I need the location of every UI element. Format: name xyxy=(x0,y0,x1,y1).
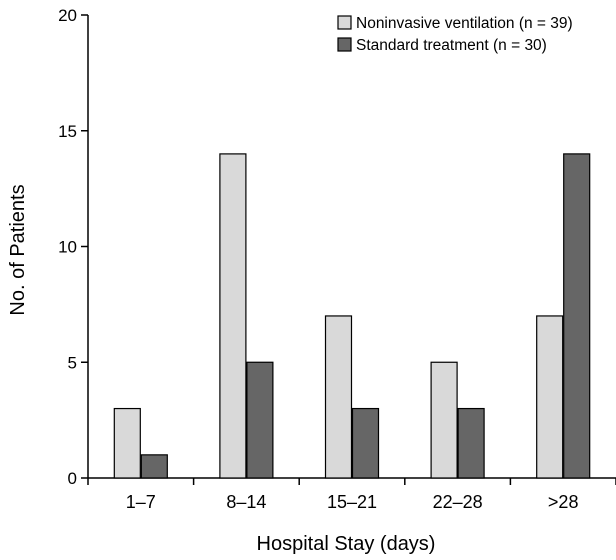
x-tick-label: >28 xyxy=(548,492,579,512)
bar-standard-1 xyxy=(246,361,274,479)
x-tick-label: 15–21 xyxy=(327,492,377,512)
y-tick-label: 15 xyxy=(58,122,77,141)
x-tick-label: 1–7 xyxy=(126,492,156,512)
bar-noninvasive-3 xyxy=(430,361,458,479)
x-axis-title: Hospital Stay (days) xyxy=(257,533,436,555)
bar-noninvasive-2 xyxy=(324,315,353,479)
bar-standard-3 xyxy=(457,407,485,479)
bar-standard-0 xyxy=(140,454,168,479)
bar-standard-2 xyxy=(351,407,380,479)
y-tick-label: 20 xyxy=(58,6,77,25)
chart-legend: Noninvasive ventilation (n = 39) Standard… xyxy=(337,15,573,54)
legend-swatch xyxy=(337,37,352,52)
y-tick-label: 10 xyxy=(58,238,77,257)
y-tick-label: 0 xyxy=(68,469,77,488)
bar-noninvasive-4 xyxy=(536,315,564,479)
bar-noninvasive-0 xyxy=(113,407,141,479)
legend-label: Noninvasive ventilation (n = 39) xyxy=(356,15,573,32)
x-tick-label: 8–14 xyxy=(226,492,266,512)
legend-label: Standard treatment (n = 30) xyxy=(356,37,547,54)
y-axis-title: No. of Patients xyxy=(7,184,29,315)
legend-swatch xyxy=(337,15,352,30)
y-tick-label: 5 xyxy=(68,353,77,372)
bar-noninvasive-1 xyxy=(219,153,247,479)
chart-bars xyxy=(113,153,591,479)
x-tick-label: 22–28 xyxy=(433,492,483,512)
chart-axes: 0 5 10 15 20 1–7 8–14 15–21 22–28 >28 xyxy=(58,6,616,512)
bar-standard-4 xyxy=(563,153,591,479)
